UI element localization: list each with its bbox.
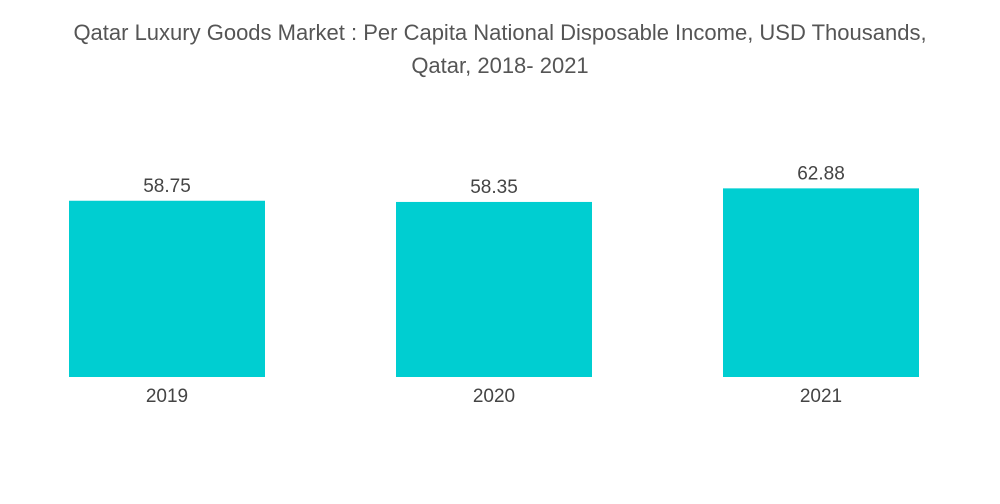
chart-title-line-1: Qatar Luxury Goods Market : Per Capita N… [73, 20, 927, 45]
x-tick-label-2021: 2021 [800, 386, 842, 407]
x-tick-label-2019: 2019 [146, 386, 188, 407]
x-tick-label-2020: 2020 [473, 386, 515, 407]
bar-2021 [723, 188, 919, 377]
bar-group [69, 188, 919, 377]
value-label-2021: 62.88 [797, 163, 845, 184]
value-label-group: 58.75 58.35 62.88 [143, 163, 845, 198]
bar-2020 [396, 201, 592, 377]
value-label-2019: 58.75 [143, 176, 191, 197]
x-tick-label-group: 2019 2020 2021 [146, 386, 842, 407]
value-label-2020: 58.35 [470, 177, 518, 198]
chart-title-line-2: Qatar, 2018- 2021 [411, 53, 589, 78]
chart-title: Qatar Luxury Goods Market : Per Capita N… [20, 16, 980, 82]
bar-2019 [69, 200, 265, 377]
